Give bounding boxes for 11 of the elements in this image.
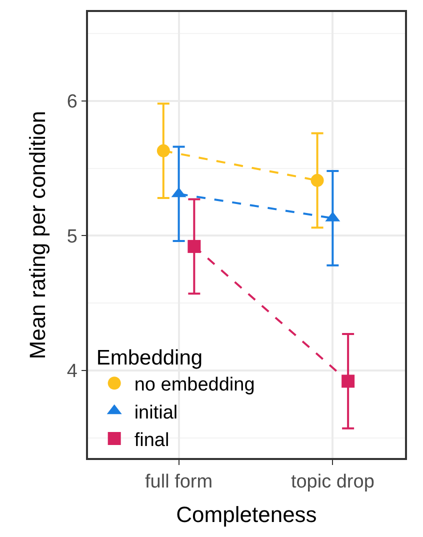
y-tick-label: 5 bbox=[66, 226, 78, 248]
legend-label: no embedding bbox=[134, 374, 255, 396]
legend-label: initial bbox=[134, 402, 178, 424]
x-tick-label: topic drop bbox=[290, 472, 374, 493]
y-axis-title: Mean rating per condition bbox=[25, 110, 50, 360]
x-tick-label: full form bbox=[145, 472, 213, 493]
y-tick-label: 4 bbox=[66, 361, 78, 382]
x-axis-title: Completeness bbox=[176, 502, 317, 527]
legend-label: final bbox=[134, 430, 170, 451]
legend-title: Embedding bbox=[96, 346, 203, 370]
y-tick-label: 6 bbox=[66, 92, 78, 113]
